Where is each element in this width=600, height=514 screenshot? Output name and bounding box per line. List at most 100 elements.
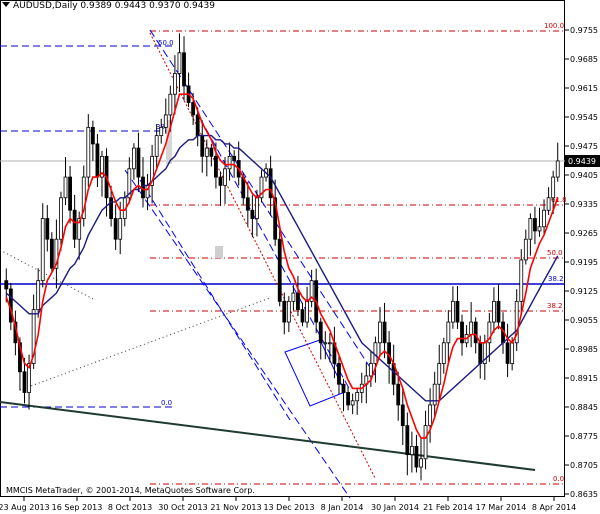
candle-body [305, 300, 309, 323]
y-axis-label: 0.9685 [570, 55, 598, 64]
y-axis-label: 0.9405 [570, 171, 598, 180]
x-axis-label: 21 Feb 2014 [423, 503, 473, 512]
candle-body [378, 321, 382, 344]
candle-body [546, 197, 551, 211]
candle-body [150, 155, 155, 186]
y-axis-label: 0.8985 [570, 345, 598, 354]
candle-body [40, 218, 45, 282]
candle-body [54, 238, 59, 269]
candle-body [131, 147, 136, 170]
candle-body [232, 155, 237, 161]
candle-body [355, 392, 360, 402]
channel-lower-line [124, 169, 351, 499]
x-axis-label: 23 Aug 2013 [0, 503, 50, 512]
symbol-info: AUDUSD,Daily 0.9389 0.9443 0.9370 0.9439 [13, 1, 215, 11]
fib-blue-label: 50.0 [158, 39, 174, 47]
candle-body [204, 147, 209, 157]
candle-body [350, 400, 355, 406]
x-axis-label: 8 Apr 2014 [532, 503, 576, 512]
candle-body [437, 363, 442, 385]
candle-body [432, 383, 437, 406]
candle-body [523, 238, 528, 261]
candle-body [100, 155, 104, 178]
candle-body [68, 176, 72, 211]
candle-body [159, 126, 164, 137]
candle-body [113, 218, 118, 240]
candle-body [86, 126, 91, 178]
candle-body [327, 342, 332, 345]
y-axis-label: 0.8915 [570, 374, 598, 383]
candle-body [282, 300, 287, 323]
dotted-diagonal-upper [0, 249, 96, 301]
candle-body [90, 126, 95, 145]
fast-moving-average-line [5, 93, 559, 439]
fib-blue-label: 38.2 [156, 123, 172, 131]
candle-body [268, 168, 273, 199]
y-axis-label: 0.9475 [570, 142, 598, 151]
slow-moving-average-line [5, 134, 559, 402]
candle-body [492, 300, 496, 323]
plot-area-border [0, 0, 565, 497]
candle-body [428, 404, 433, 427]
candle-body [22, 371, 27, 393]
candle-body [551, 176, 556, 199]
candle-body [168, 93, 173, 116]
y-axis-label: 0.9335 [570, 200, 598, 209]
y-axis-label: 0.8705 [570, 461, 598, 470]
fib-red-label: 50.0 [547, 249, 563, 257]
candle-body [505, 342, 510, 364]
candle-body [250, 209, 255, 219]
chart-header: AUDUSD,Daily 0.9389 0.9443 0.9370 0.9439 [2, 1, 215, 12]
fib-red-label: 0.0 [553, 475, 564, 483]
candle-body [72, 209, 77, 240]
candle-body [537, 226, 542, 232]
channel-upper-line [149, 29, 376, 376]
candle-body [368, 363, 373, 377]
candle-body [141, 176, 145, 199]
fib-red-label: 61.8 [551, 196, 567, 204]
red-dotted-diagonal [149, 32, 376, 479]
x-axis-label: 16 Sep 2013 [52, 503, 103, 512]
candle-body [109, 197, 113, 219]
x-axis-label: 8 Oct 2013 [108, 503, 152, 512]
candle-body [200, 135, 205, 157]
y-axis-label: 0.9125 [570, 287, 598, 296]
candle-body [419, 458, 423, 468]
candle-body [227, 155, 232, 170]
candle-body [218, 176, 223, 186]
candle-body [382, 321, 387, 344]
candle-body [259, 176, 264, 199]
dropdown-triangle-icon[interactable] [2, 2, 10, 7]
candle-body [118, 218, 123, 240]
candle-body [519, 259, 524, 302]
candle-body [49, 238, 54, 269]
candle-body [214, 155, 218, 178]
candle-body [191, 102, 196, 116]
y-axis-label: 0.8845 [570, 403, 598, 412]
candle-body [81, 176, 86, 219]
candle-body [173, 73, 177, 95]
candle-body [127, 168, 132, 199]
fib-blue-label: 0.0 [161, 399, 172, 407]
x-axis-label: 30 Jan 2014 [371, 503, 419, 512]
x-axis-label: 21 Nov 2013 [210, 503, 261, 512]
candle-body [255, 197, 259, 219]
candle-body [528, 218, 533, 240]
candle-body [245, 197, 250, 211]
candle-body [510, 342, 515, 364]
candle-body [514, 300, 519, 344]
candle-body [195, 114, 200, 137]
price-axis: 0.9755 0.9685 0.9615 0.9545 0.9475 0.9405 0.93… [565, 26, 598, 499]
candle-body [45, 218, 50, 240]
candle-body [63, 176, 68, 199]
x-axis-label: 8 Jan 2014 [321, 503, 364, 512]
y-axis-label: 0.8775 [570, 432, 598, 441]
candle-body [478, 342, 483, 364]
candle-body [441, 342, 446, 364]
fibonacci-red-levels [150, 30, 565, 485]
candle-body [423, 425, 428, 460]
candle-body [460, 321, 464, 344]
candle-body [341, 383, 346, 393]
